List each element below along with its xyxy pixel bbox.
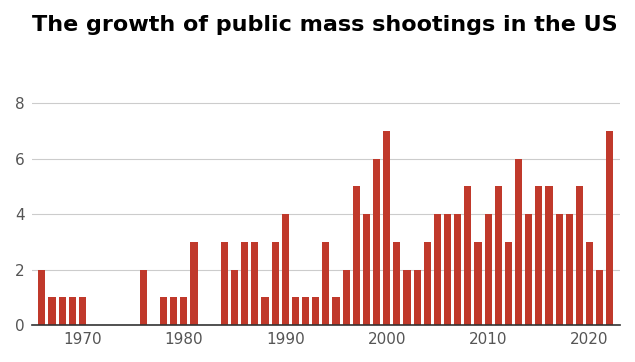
Bar <box>58 297 65 325</box>
Bar <box>444 214 451 325</box>
Bar <box>343 270 350 325</box>
Bar <box>363 214 370 325</box>
Bar <box>515 159 522 325</box>
Bar <box>566 214 573 325</box>
Bar <box>403 270 411 325</box>
Bar <box>160 297 167 325</box>
Bar <box>231 270 238 325</box>
Bar <box>38 270 45 325</box>
Bar <box>190 242 197 325</box>
Bar <box>262 297 269 325</box>
Bar <box>383 131 391 325</box>
Bar <box>282 214 289 325</box>
Bar <box>373 159 380 325</box>
Bar <box>272 242 279 325</box>
Bar <box>545 186 552 325</box>
Bar <box>454 214 461 325</box>
Bar <box>505 242 512 325</box>
Bar <box>606 131 613 325</box>
Text: The growth of public mass shootings in the US: The growth of public mass shootings in t… <box>32 15 617 35</box>
Bar <box>69 297 76 325</box>
Bar <box>292 297 299 325</box>
Bar <box>302 297 309 325</box>
Bar <box>434 214 441 325</box>
Bar <box>170 297 177 325</box>
Bar <box>180 297 187 325</box>
Bar <box>140 270 147 325</box>
Bar <box>413 270 420 325</box>
Bar <box>48 297 55 325</box>
Bar <box>424 242 431 325</box>
Bar <box>241 242 248 325</box>
Bar <box>79 297 86 325</box>
Bar <box>333 297 340 325</box>
Bar <box>352 186 360 325</box>
Bar <box>556 214 563 325</box>
Bar <box>251 242 258 325</box>
Bar <box>323 242 330 325</box>
Bar <box>474 242 481 325</box>
Bar <box>525 214 532 325</box>
Bar <box>485 214 491 325</box>
Bar <box>596 270 603 325</box>
Bar <box>221 242 228 325</box>
Bar <box>586 242 593 325</box>
Bar <box>393 242 401 325</box>
Bar <box>576 186 583 325</box>
Bar <box>535 186 542 325</box>
Bar <box>464 186 471 325</box>
Bar <box>495 186 502 325</box>
Bar <box>312 297 319 325</box>
